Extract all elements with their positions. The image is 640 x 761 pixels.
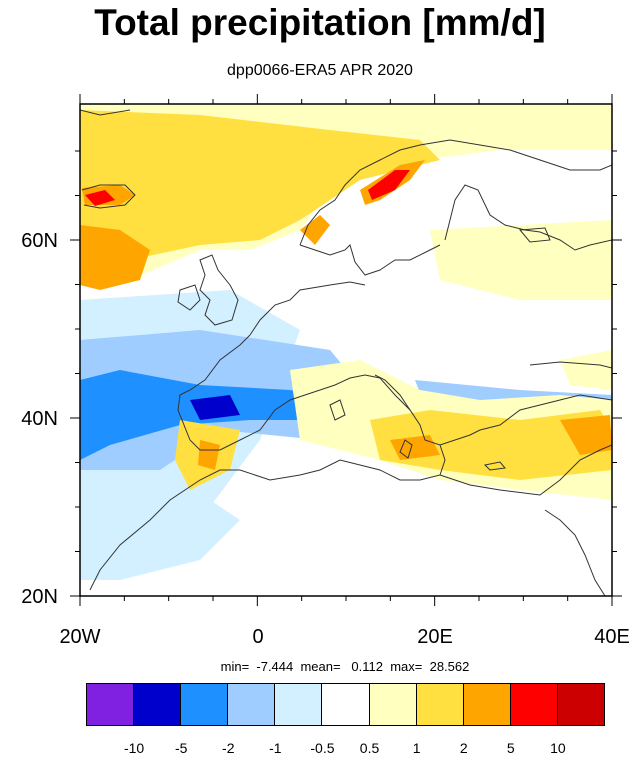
x-tick-label-0: 0 xyxy=(252,626,263,648)
chart-subtitle: dpp0066-ERA5 APR 2020 xyxy=(227,62,413,79)
colorbar-box-10 xyxy=(556,683,606,726)
x-tick-label-20e: 20E xyxy=(417,626,453,648)
y-tick-label-40n: 40N xyxy=(21,408,58,430)
colorbar-box-3 xyxy=(227,683,276,726)
x-tick-label-20w: 20W xyxy=(59,626,100,648)
colorbar-label-1: -5 xyxy=(174,740,188,756)
stats-line: min= -7.444 mean= 0.112 max= 28.562 xyxy=(220,659,470,674)
colorbar-label-7: 2 xyxy=(459,740,468,756)
y-tick-label-20n: 20N xyxy=(21,586,58,608)
coastline-layer xyxy=(80,109,612,596)
colorbar-label-6: 1 xyxy=(412,740,421,756)
colorbar-label-5: 0.5 xyxy=(359,740,380,756)
colorbar-label-3: -1 xyxy=(269,740,282,756)
colorbar-label-9: 10 xyxy=(550,740,566,756)
colorbar-label-8: 5 xyxy=(506,740,515,756)
colorbar-box-2 xyxy=(180,683,229,726)
colorbar-box-7 xyxy=(415,683,464,726)
precipitation-field xyxy=(80,104,612,596)
colorbar-box-0 xyxy=(86,683,135,726)
colorbar xyxy=(86,683,606,726)
colorbar-box-8 xyxy=(462,683,511,726)
colorbar-box-4 xyxy=(274,683,323,726)
colorbar-box-5 xyxy=(321,683,370,726)
colorbar-box-9 xyxy=(509,683,558,726)
colorbar-label-4: -0.5 xyxy=(310,740,335,756)
axis-ticks xyxy=(70,94,622,606)
colorbar-box-6 xyxy=(368,683,417,726)
colorbar-box-1 xyxy=(133,683,182,726)
colorbar-label-0: -10 xyxy=(123,740,145,756)
x-tick-label-40e: 40E xyxy=(594,626,630,648)
colorbar-label-2: -2 xyxy=(222,740,235,756)
chart-title: Total precipitation [mm/d] xyxy=(94,2,546,43)
y-tick-label-60n: 60N xyxy=(21,230,58,252)
